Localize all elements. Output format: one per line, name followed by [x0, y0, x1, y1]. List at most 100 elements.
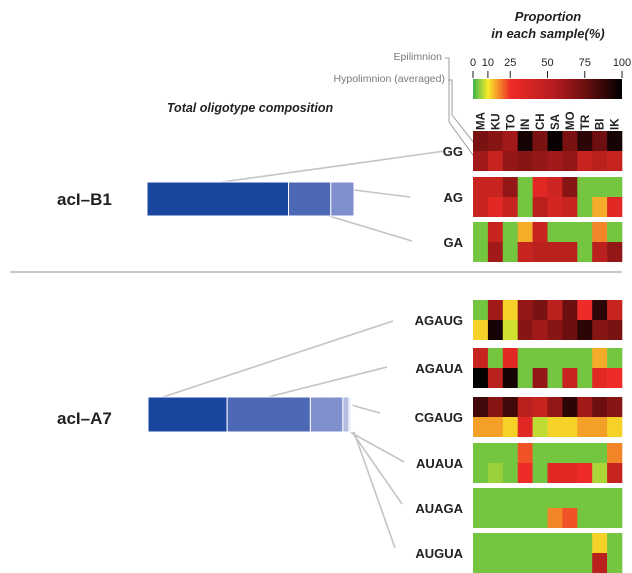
heat-cell-epilimnion [562, 443, 578, 463]
composition-bar-acI-A7 [147, 396, 353, 433]
composition-segment [146, 181, 290, 217]
sample-label: IN [520, 119, 532, 131]
heat-cell-hypolimnion [502, 320, 518, 340]
heat-cell-hypolimnion [532, 463, 548, 483]
heat-cell-epilimnion [592, 443, 608, 463]
heat-cell-hypolimnion [562, 151, 578, 171]
heat-cell-hypolimnion [607, 463, 623, 483]
heat-cell-epilimnion [517, 443, 533, 463]
heat-cell-hypolimnion [473, 151, 489, 171]
heat-cell-hypolimnion [562, 197, 578, 217]
heat-cell-epilimnion [592, 300, 608, 320]
connector-line [221, 150, 446, 183]
heat-cell-epilimnion [502, 131, 518, 151]
heat-cell-epilimnion [577, 348, 593, 368]
heat-cell-hypolimnion [577, 197, 593, 217]
connector-line [328, 215, 413, 242]
heat-cell-hypolimnion [562, 417, 578, 437]
heat-cell-epilimnion [592, 488, 608, 508]
heat-cell-hypolimnion [562, 320, 578, 340]
heat-cell-epilimnion [532, 488, 548, 508]
heat-cell-epilimnion [577, 443, 593, 463]
sample-label: KU [490, 113, 502, 130]
heat-cell-hypolimnion [487, 242, 504, 262]
legend-title-line2: in each sample(%) [491, 26, 604, 41]
heat-cell-hypolimnion [547, 463, 563, 483]
heat-cell-epilimnion [487, 177, 504, 197]
heat-cell-hypolimnion [532, 553, 548, 573]
heat-cell-epilimnion [532, 131, 548, 151]
heat-cell-hypolimnion [592, 553, 608, 573]
heat-cell-epilimnion [607, 348, 623, 368]
heat-cell-epilimnion [607, 488, 623, 508]
legend-color-bar [473, 79, 622, 99]
composition-segment [288, 181, 332, 217]
heat-cell-hypolimnion [532, 508, 548, 528]
heat-cell-epilimnion [517, 131, 533, 151]
heat-cell-hypolimnion [562, 508, 578, 528]
sample-label: TO [505, 114, 517, 130]
composition-segment [226, 396, 311, 433]
heat-cell-epilimnion [592, 131, 608, 151]
composition-segment [350, 396, 353, 433]
heat-cell-hypolimnion [592, 320, 608, 340]
heat-cell-hypolimnion [592, 463, 608, 483]
heat-cell-hypolimnion [532, 368, 548, 388]
oligotype-names: GG AG GA [443, 144, 464, 250]
heat-cell-epilimnion [517, 222, 533, 242]
heat-cell-epilimnion [577, 177, 593, 197]
heat-cell-hypolimnion [592, 151, 608, 171]
heat-cell-epilimnion [547, 177, 563, 197]
heat-cell-epilimnion [487, 131, 504, 151]
heat-cell-epilimnion [577, 533, 593, 553]
heat-cell-hypolimnion [473, 463, 489, 483]
heat-cell-epilimnion [607, 222, 623, 242]
heat-cell-hypolimnion [473, 508, 489, 528]
heat-cell-epilimnion [532, 300, 548, 320]
heat-cell-hypolimnion [487, 368, 504, 388]
heat-cell-epilimnion [577, 488, 593, 508]
legend-tick-label: 75 [579, 57, 591, 69]
heat-cell-hypolimnion [532, 417, 548, 437]
heat-cell-epilimnion [607, 300, 623, 320]
heat-cell-epilimnion [473, 397, 489, 417]
heat-cell-hypolimnion [592, 508, 608, 528]
heat-cell-epilimnion [547, 348, 563, 368]
composition-bar-acI-B1 [146, 181, 355, 217]
heat-cell-hypolimnion [473, 242, 489, 262]
heat-cell-epilimnion [502, 443, 518, 463]
heat-cell-epilimnion [517, 348, 533, 368]
heat-cell-epilimnion [487, 533, 504, 553]
heat-cell-epilimnion [532, 397, 548, 417]
heat-cell-hypolimnion [532, 197, 548, 217]
heat-cell-epilimnion [473, 533, 489, 553]
heat-cell-hypolimnion [517, 242, 533, 262]
heat-cell-epilimnion [532, 348, 548, 368]
heat-cell-hypolimnion [487, 508, 504, 528]
heat-cell-hypolimnion [487, 463, 504, 483]
heat-cell-epilimnion [532, 222, 548, 242]
hypolimnion-pointer [448, 79, 482, 153]
connector-line [267, 366, 388, 398]
heat-cell-epilimnion [562, 488, 578, 508]
heat-cell-hypolimnion [592, 368, 608, 388]
heat-cell-hypolimnion [502, 151, 518, 171]
heat-cell-hypolimnion [502, 417, 518, 437]
oligotype-name: AUGUA [415, 546, 463, 561]
heat-cell-epilimnion [592, 533, 608, 553]
heat-cell-hypolimnion [517, 197, 533, 217]
legend-title-line1: Proportion [515, 9, 581, 24]
heat-cell-epilimnion [487, 348, 504, 368]
connector-line [349, 431, 405, 463]
heat-cell-epilimnion [502, 177, 518, 197]
heat-cell-hypolimnion [473, 320, 489, 340]
heat-cell-hypolimnion [577, 553, 593, 573]
heat-cell-hypolimnion [487, 417, 504, 437]
sample-label: MO [565, 111, 577, 130]
heat-cell-epilimnion [562, 131, 578, 151]
heat-cell-epilimnion [607, 397, 623, 417]
heatmap-acI-B1 [473, 131, 623, 262]
heat-cell-hypolimnion [607, 197, 623, 217]
heat-cell-epilimnion [607, 131, 623, 151]
